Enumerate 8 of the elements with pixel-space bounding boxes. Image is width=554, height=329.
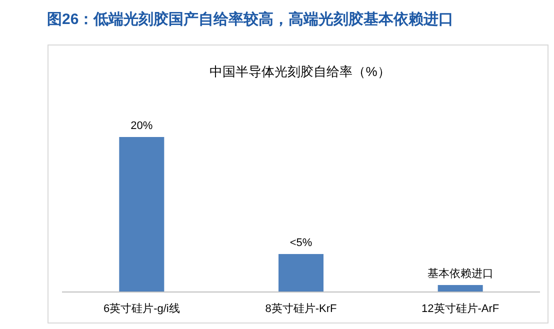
data-label: 基本依赖进口 bbox=[427, 267, 494, 280]
x-tick-label: 6英寸硅片-g/i线 bbox=[103, 302, 180, 315]
chart-title: 图26：低端光刻胶国产自给率较高，高端光刻胶基本依赖进口 bbox=[47, 10, 454, 28]
x-tick-label: 12英寸硅片-ArF bbox=[422, 302, 500, 315]
x-tick-label: 8英寸硅片-KrF bbox=[265, 302, 338, 315]
data-label: 20% bbox=[130, 120, 153, 132]
chart-subtitle: 中国半导体光刻胶自给率（%） bbox=[210, 64, 390, 79]
data-label: <5% bbox=[290, 237, 312, 250]
